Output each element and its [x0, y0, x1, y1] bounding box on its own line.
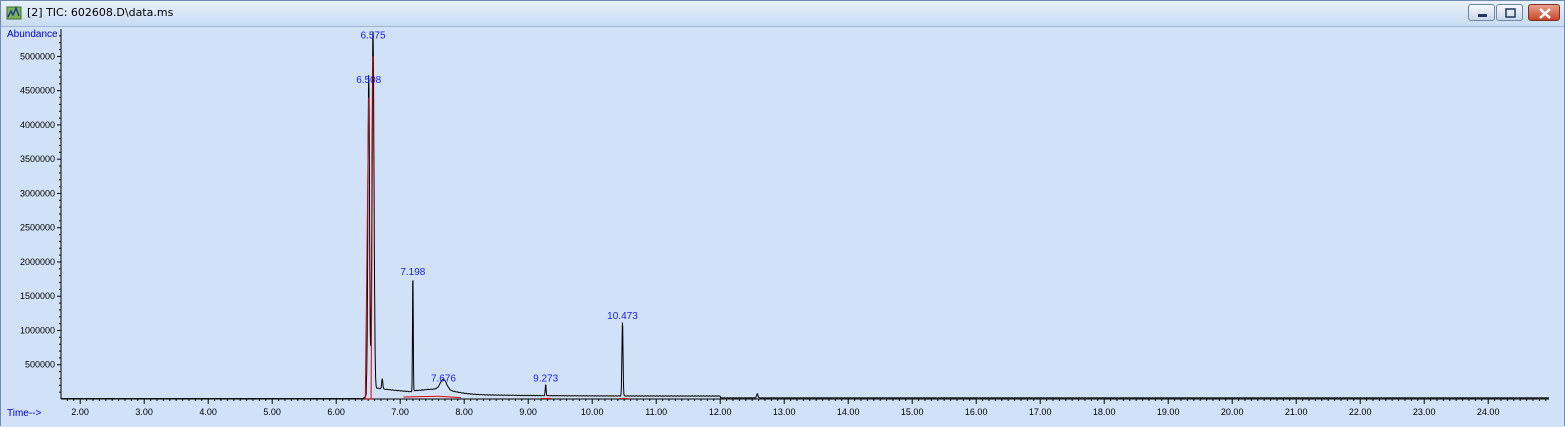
- y-tick-label: 4500000: [20, 86, 55, 96]
- x-tick-label: 18.00: [1093, 407, 1116, 417]
- x-tick-label: 22.00: [1349, 407, 1372, 417]
- chromatogram-plot-area: 500000 1000000 1500000 2000000 2500000 300000…: [1, 27, 1564, 427]
- chromatogram-chart: 500000 1000000 1500000 2000000 2500000 300000…: [7, 29, 1549, 419]
- x-tick-label: 11.00: [645, 407, 667, 417]
- integration-line: [364, 97, 370, 399]
- x-tick-label: 5.00: [263, 407, 281, 417]
- x-tick-label: 7.00: [391, 407, 409, 417]
- x-tick-label: 23.00: [1413, 407, 1436, 417]
- x-tick-label: 19.00: [1157, 407, 1180, 417]
- x-tick-label: 14.00: [837, 407, 860, 417]
- y-tick-label: 4000000: [20, 120, 55, 130]
- x-tick-label: 24.00: [1477, 407, 1500, 417]
- x-axis-label: Time-->: [7, 408, 42, 419]
- x-tick-label: 6.00: [327, 407, 345, 417]
- y-tick-label: 5000000: [20, 51, 55, 61]
- peak-label: 10.473: [607, 311, 638, 322]
- x-tick-label: 17.00: [1029, 407, 1052, 417]
- integration-line: [403, 395, 439, 398]
- y-tick-label: 2500000: [20, 223, 55, 233]
- y-tick-label: 1000000: [20, 325, 55, 335]
- integration-line: [370, 56, 374, 399]
- x-tick-label: 20.00: [1221, 407, 1244, 417]
- y-tick-label: 1500000: [20, 291, 55, 301]
- x-tick-label: 10.00: [581, 407, 604, 417]
- peak-label: 6.575: [360, 31, 385, 42]
- minimize-button[interactable]: [1468, 4, 1495, 21]
- tic-trace: [61, 31, 1549, 400]
- peak-label: 6.508: [356, 75, 381, 86]
- x-tick-label: 16.00: [965, 407, 988, 417]
- x-tick-label: 3.00: [135, 407, 153, 417]
- y-tick-label: 2000000: [20, 257, 55, 267]
- x-tick-label: 9.00: [519, 407, 537, 417]
- restore-icon: [1505, 8, 1516, 18]
- peak-label: 9.273: [533, 373, 558, 384]
- x-tick-label: 13.00: [773, 407, 796, 417]
- y-tick-label: 500000: [25, 360, 55, 370]
- x-tick-label: 15.00: [901, 407, 924, 417]
- minimize-icon: [1478, 14, 1487, 17]
- x-tick-label: 8.00: [455, 407, 473, 417]
- close-button[interactable]: [1528, 4, 1560, 21]
- x-tick-label: 12.00: [709, 407, 732, 417]
- y-tick-label: 3500000: [20, 154, 55, 164]
- y-tick-label: 3000000: [20, 188, 55, 198]
- peak-label: 7.676: [431, 373, 456, 384]
- x-tick-label: 4.00: [199, 407, 217, 417]
- close-icon: [1539, 8, 1551, 19]
- title-bar[interactable]: [2] TIC: 602608.D\data.ms: [1, 1, 1564, 27]
- peak-label: 7.198: [400, 267, 425, 278]
- y-axis-label: Abundance: [7, 29, 58, 40]
- x-tick-label: 21.00: [1285, 407, 1308, 417]
- restore-button[interactable]: [1496, 4, 1523, 21]
- window-title: [2] TIC: 602608.D\data.ms: [27, 6, 174, 19]
- integration-line: [438, 395, 462, 399]
- chromatogram-app-icon: [6, 5, 22, 20]
- x-tick-label: 2.00: [71, 407, 89, 417]
